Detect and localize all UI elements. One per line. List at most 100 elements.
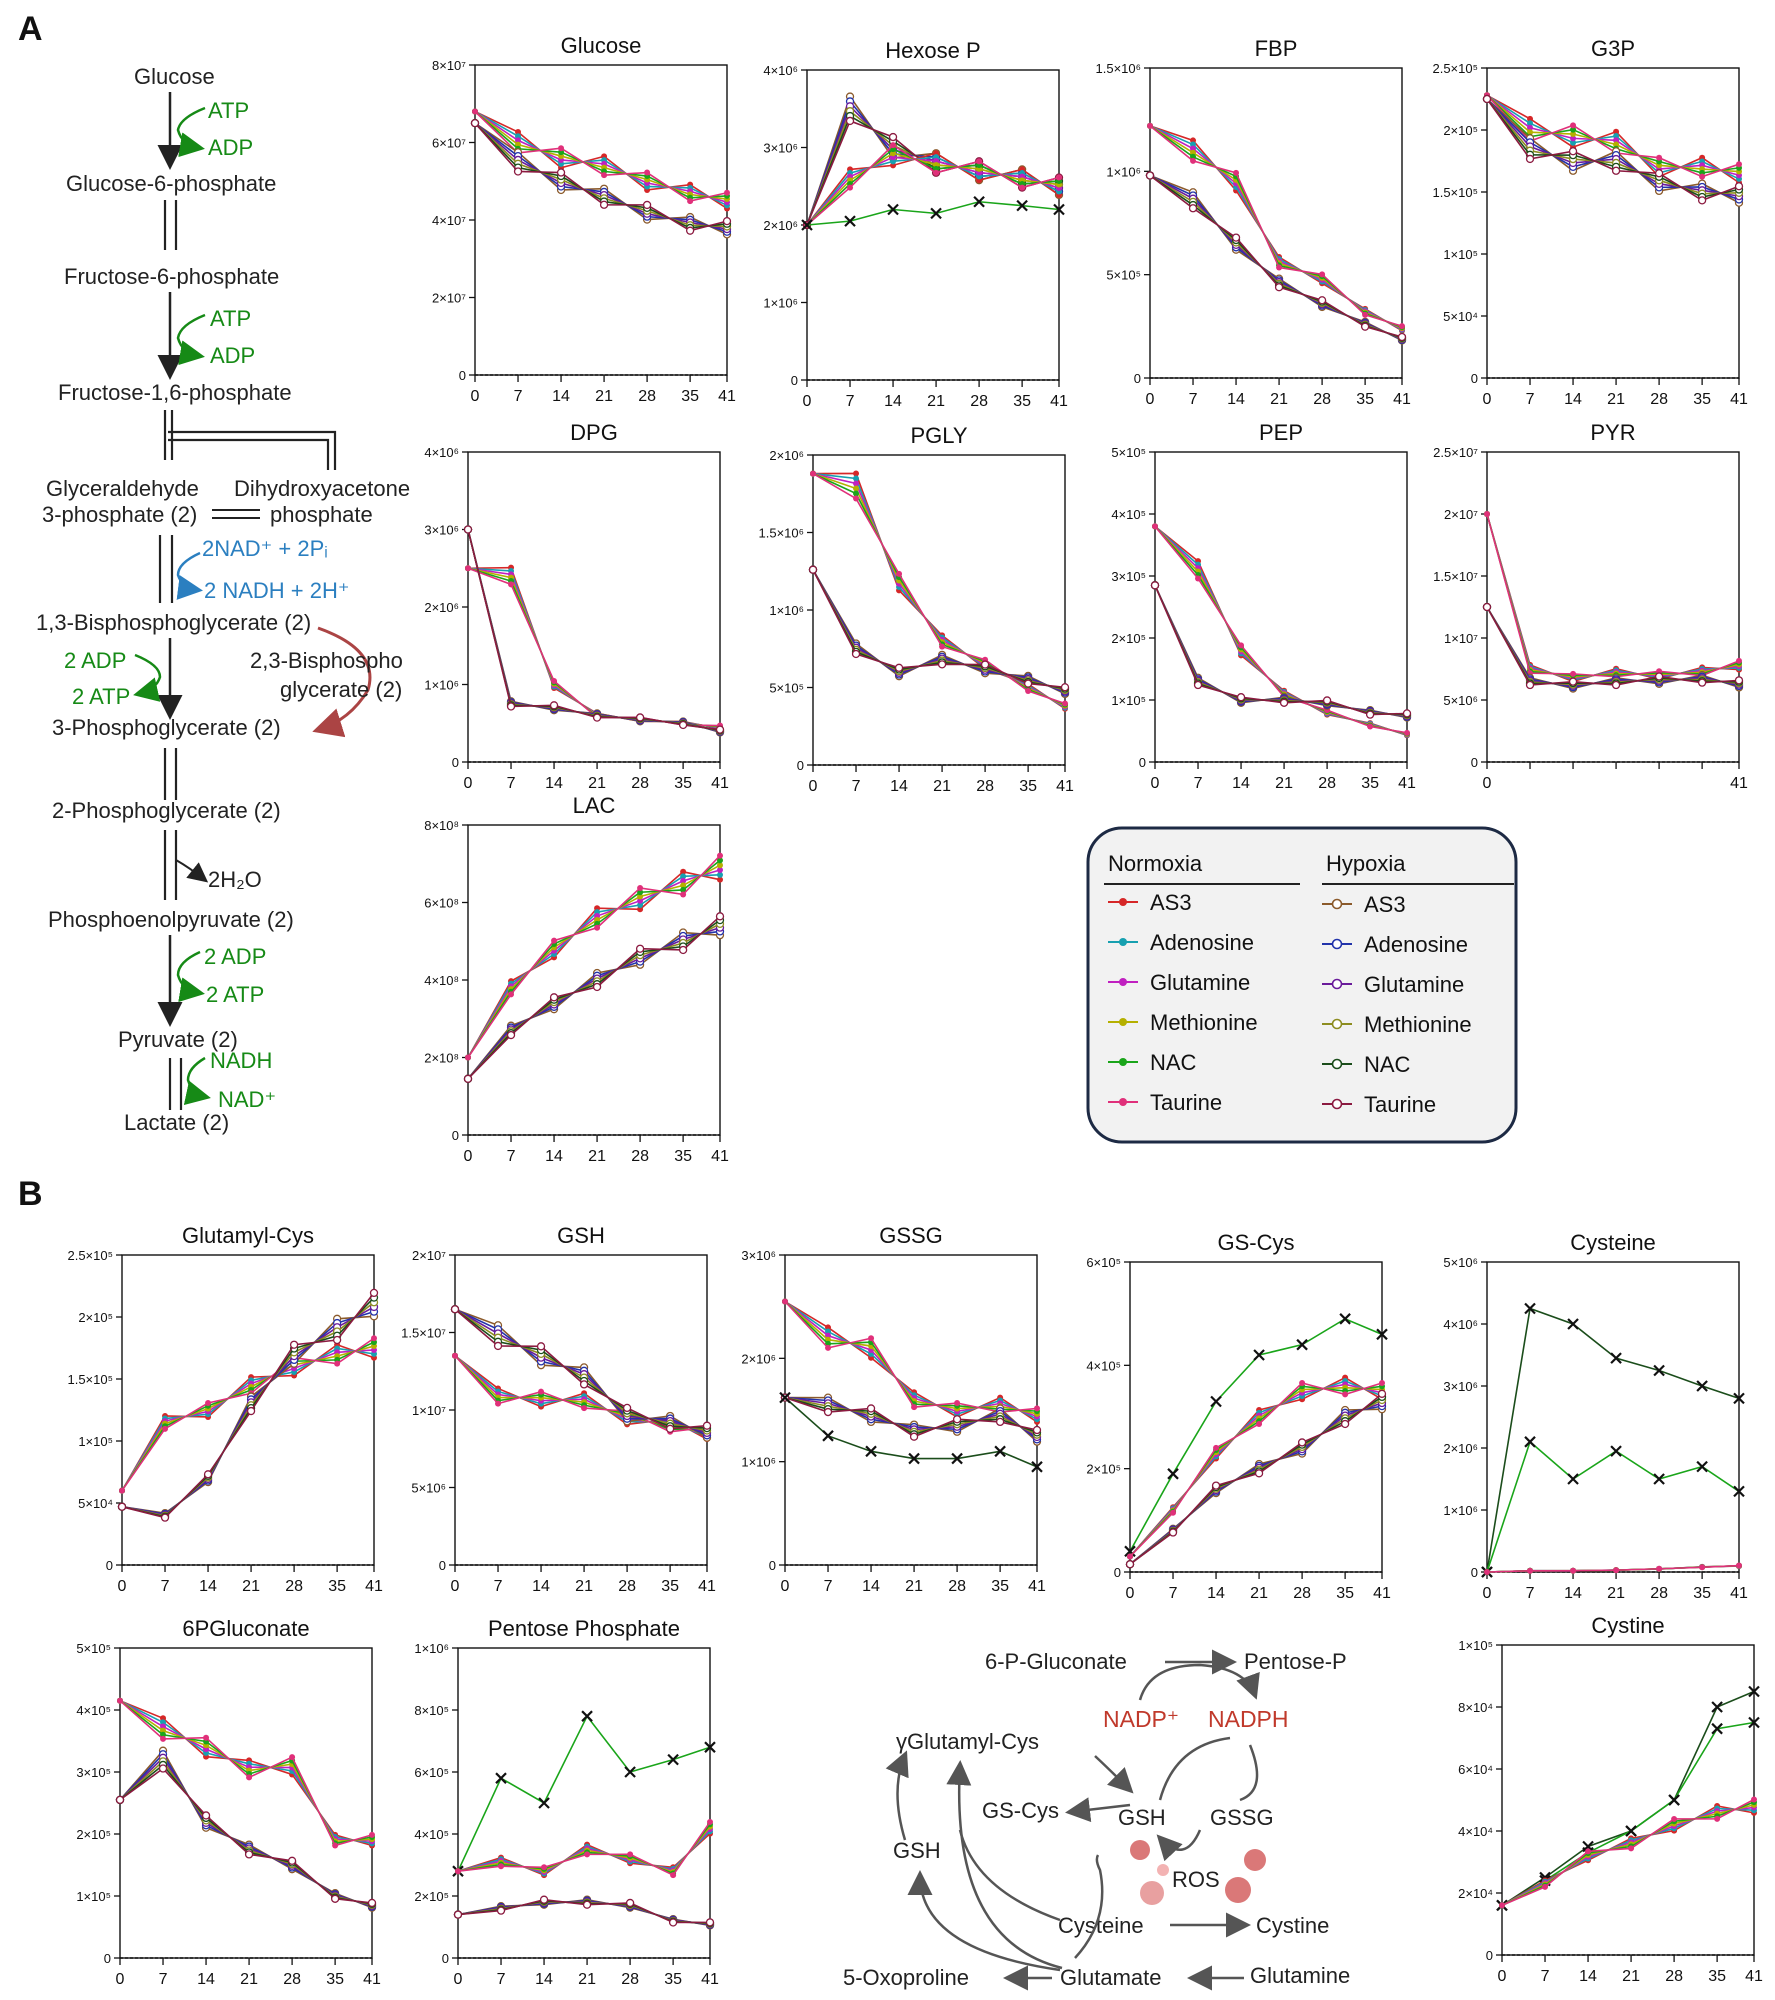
arrow-bpg23-shunt xyxy=(312,626,372,738)
pw-adp4: 2 ADP xyxy=(204,944,266,969)
data-point xyxy=(853,475,860,482)
y-tick-label: 2×10⁶ xyxy=(424,600,459,615)
y-tick-label: 0 xyxy=(769,1558,776,1573)
x-tick-label: 7 xyxy=(1169,1585,1178,1602)
chart-title: 6PGluconate xyxy=(182,1616,309,1641)
data-point xyxy=(369,1831,375,1838)
data-point xyxy=(1748,1685,1760,1698)
data-point xyxy=(627,1851,634,1858)
x-tick-label: 35 xyxy=(1708,1968,1726,1985)
y-tick-label: 1×10⁶ xyxy=(741,1455,776,1470)
data-point xyxy=(724,189,730,196)
data-point xyxy=(1365,710,1375,719)
y-tick-label: 0 xyxy=(797,758,804,773)
x-tick-label: 7 xyxy=(1189,391,1198,408)
data-point xyxy=(1019,184,1026,191)
data-point xyxy=(868,1335,875,1342)
x-tick-label: 41 xyxy=(1028,1578,1046,1595)
data-point xyxy=(635,713,645,722)
data-point xyxy=(1696,1460,1708,1473)
x-tick-label: 41 xyxy=(1730,775,1748,792)
y-tick-label: 4×10⁶ xyxy=(424,445,459,460)
data-point xyxy=(1170,1509,1177,1516)
y-tick-label: 5×10⁵ xyxy=(1111,445,1146,460)
data-point xyxy=(637,902,644,909)
data-point xyxy=(1060,683,1070,692)
data-point xyxy=(1568,677,1578,686)
data-point xyxy=(704,1741,716,1753)
data-point xyxy=(1697,196,1707,205)
data-point xyxy=(995,1417,1005,1427)
data-point xyxy=(1610,1445,1622,1457)
x-tick-label: 21 xyxy=(927,393,945,410)
data-point xyxy=(495,1400,502,1407)
x-tick-label: 7 xyxy=(846,393,855,410)
data-point xyxy=(201,1811,211,1820)
y-tick-label: 0 xyxy=(791,373,798,388)
x-tick-label: 21 xyxy=(578,1971,596,1988)
x-tick-label: 14 xyxy=(535,1971,553,1988)
y-tick-label: 6×10⁵ xyxy=(414,1765,449,1780)
data-point xyxy=(536,1342,546,1351)
chart-gscys: GS-Cys 0 2×10⁵ 4×10⁵ 6×10⁵ 0 7 14 21 28 35 41 xyxy=(1086,1230,1391,1602)
y-tick-label: 2×10⁶ xyxy=(1443,1441,1478,1456)
chart-title: Hexose P xyxy=(885,38,980,63)
data-point xyxy=(246,1406,256,1416)
x-tick-label: 21 xyxy=(1622,1968,1640,1985)
data-point xyxy=(717,867,723,874)
y-tick-label: 2×10⁵ xyxy=(1111,631,1146,646)
y-tick-label: 0 xyxy=(452,755,459,770)
y-tick-label: 3×10⁶ xyxy=(763,141,798,156)
x-tick-label: 0 xyxy=(1146,391,1155,408)
data-point xyxy=(1379,1380,1385,1387)
data-point xyxy=(513,167,523,176)
x-tick-label: 7 xyxy=(1526,1585,1535,1602)
y-tick-label: 1×10⁶ xyxy=(414,1641,449,1656)
data-point xyxy=(160,1735,167,1742)
x-tick-label: 7 xyxy=(824,1578,833,1595)
data-point xyxy=(1736,1562,1742,1569)
arrow-gglucys-gsh xyxy=(1094,1755,1134,1794)
chart-title: PGLY xyxy=(910,423,967,448)
data-point xyxy=(1062,700,1068,707)
data-point xyxy=(1322,696,1332,705)
data-point xyxy=(1484,511,1490,517)
y-tick-label: 8×10⁵ xyxy=(414,1703,449,1718)
x-tick-label: 35 xyxy=(674,775,692,792)
chart-dpg: DPG 0 1×10⁶ 2×10⁶ 3×10⁶ 4×10⁶ 0 7 14 21 28 35 41 xyxy=(424,420,729,792)
chart-hexose: Hexose P 0 1×10⁶ 2×10⁶ 3×10⁶ 4×10⁶ 0 7 14 21 28 35 4… xyxy=(763,38,1068,410)
chart-pep: PEP 0 1×10⁵ 2×10⁵ 3×10⁵ 4×10⁵ 5×10⁵ 0 7 14 21 28 35 4… xyxy=(1111,420,1416,792)
data-point xyxy=(538,1388,545,1395)
y-tick-label: 1×10⁵ xyxy=(1443,247,1478,262)
pw-ros: ROS xyxy=(1172,1867,1220,1892)
data-point xyxy=(455,1868,461,1875)
data-point xyxy=(865,1445,877,1458)
data-point xyxy=(888,132,898,142)
x-tick-label: 35 xyxy=(1693,1585,1711,1602)
data-point xyxy=(717,862,723,869)
legend-normoxia-title: Normoxia xyxy=(1108,851,1203,876)
data-point xyxy=(1668,1794,1680,1806)
chart-title: Glucose xyxy=(561,33,642,58)
series-line xyxy=(812,569,1066,689)
series-line xyxy=(812,472,1066,706)
data-point xyxy=(715,912,725,921)
data-point xyxy=(1188,204,1198,213)
x-tick-label: 41 xyxy=(1393,391,1411,408)
arrow-h2o xyxy=(175,859,209,883)
y-tick-label: 3×10⁶ xyxy=(424,523,459,538)
y-tick-label: 4×10⁵ xyxy=(414,1827,449,1842)
y-tick-label: 1×10⁶ xyxy=(424,678,459,693)
data-point xyxy=(1613,141,1620,148)
chart-fbp: FBP 0 5×10⁵ 1×10⁶ 1.5×10⁶ 0 7 14 21 28 35 41 xyxy=(1096,36,1411,408)
y-tick-label: 1×10⁶ xyxy=(1106,164,1141,179)
data-point xyxy=(160,1731,167,1738)
data-point xyxy=(717,876,723,883)
y-tick-label: 1.5×10⁷ xyxy=(1433,569,1478,584)
data-point xyxy=(933,169,940,176)
arrow-atp-adp-1 xyxy=(176,106,206,158)
x-tick-label: 14 xyxy=(545,775,563,792)
y-tick-label: 6×10⁸ xyxy=(424,896,459,911)
series-line xyxy=(812,472,1066,705)
x-tick-label: 28 xyxy=(1650,391,1668,408)
